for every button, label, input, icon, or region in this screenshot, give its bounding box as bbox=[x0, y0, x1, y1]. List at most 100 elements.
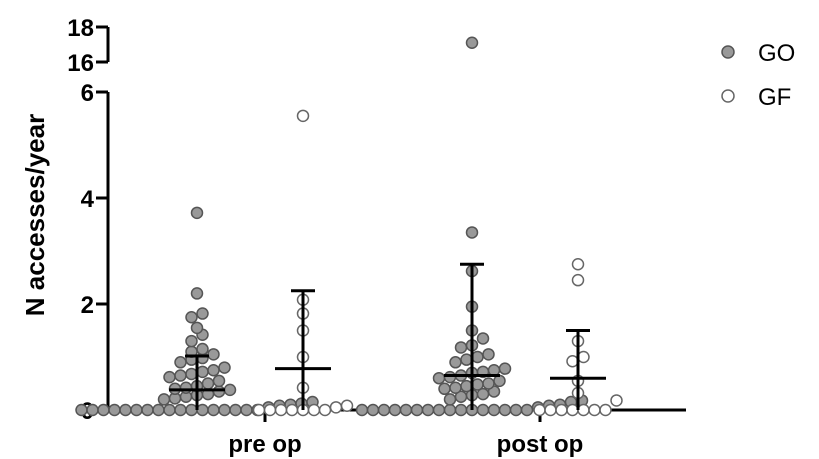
data-point bbox=[185, 367, 198, 381]
data-point bbox=[252, 403, 266, 417]
data-point bbox=[196, 403, 209, 417]
data-point bbox=[610, 394, 623, 407]
data-point bbox=[190, 321, 204, 335]
data-point bbox=[460, 379, 473, 393]
data-point bbox=[75, 403, 88, 417]
y-axis-label: N accesses/year bbox=[20, 114, 50, 316]
data-point bbox=[86, 403, 99, 417]
data-point bbox=[438, 382, 451, 396]
data-point bbox=[465, 226, 479, 239]
data-point bbox=[388, 403, 402, 417]
y-axis-ticks: 02461618 bbox=[67, 15, 108, 425]
mean-and-error-bars bbox=[169, 262, 606, 410]
data-point bbox=[296, 109, 310, 123]
y-tick-label: 4 bbox=[81, 186, 95, 213]
data-point bbox=[179, 381, 193, 394]
data-point bbox=[566, 403, 579, 417]
data-point bbox=[174, 356, 187, 369]
data-point bbox=[174, 403, 187, 417]
data-point bbox=[355, 403, 369, 417]
data-point bbox=[588, 403, 601, 417]
data-point bbox=[454, 341, 468, 354]
y-tick-label: 18 bbox=[67, 15, 94, 42]
data-point bbox=[566, 354, 579, 368]
data-point bbox=[157, 393, 171, 406]
data-point bbox=[471, 378, 484, 391]
x-axis-ticks: pre op post op bbox=[228, 410, 583, 458]
data-point bbox=[207, 348, 220, 361]
data-point bbox=[599, 403, 612, 417]
data-point bbox=[449, 381, 462, 394]
data-point bbox=[97, 403, 110, 417]
data-point bbox=[212, 374, 226, 388]
data-point bbox=[201, 377, 215, 390]
data-point bbox=[163, 403, 176, 417]
data-point bbox=[340, 399, 354, 413]
data-point bbox=[476, 403, 490, 417]
data-point bbox=[141, 403, 154, 417]
data-point bbox=[285, 403, 299, 417]
data-point bbox=[207, 403, 220, 417]
data-point bbox=[577, 350, 590, 364]
data-point bbox=[555, 403, 568, 417]
data-point bbox=[185, 311, 198, 324]
data-point bbox=[443, 393, 457, 406]
data-point bbox=[240, 403, 253, 417]
data-point bbox=[498, 362, 512, 375]
data-point bbox=[218, 361, 231, 374]
data-point bbox=[432, 371, 446, 385]
data-point bbox=[410, 403, 424, 417]
x-tick-label: pre op bbox=[228, 431, 301, 458]
legend: GO GF bbox=[721, 40, 795, 111]
data-point bbox=[196, 342, 209, 356]
data-point bbox=[533, 403, 546, 417]
data-point bbox=[274, 403, 288, 417]
data-point bbox=[432, 403, 446, 417]
data-point bbox=[498, 403, 512, 417]
data-point bbox=[471, 350, 484, 364]
data-point bbox=[263, 403, 277, 417]
data-point bbox=[229, 403, 242, 417]
data-point bbox=[443, 370, 457, 384]
data-point bbox=[196, 307, 209, 320]
data-point bbox=[185, 334, 198, 348]
data-point bbox=[174, 369, 187, 382]
data-point bbox=[119, 403, 132, 417]
data-points bbox=[75, 36, 623, 417]
data-point bbox=[577, 403, 590, 417]
data-point bbox=[482, 348, 495, 361]
data-point bbox=[329, 401, 343, 414]
data-point bbox=[185, 403, 198, 417]
y-tick-label: 6 bbox=[81, 80, 94, 107]
legend-marker bbox=[721, 45, 735, 59]
data-point bbox=[482, 377, 495, 390]
data-point bbox=[377, 403, 391, 417]
data-point bbox=[163, 370, 176, 384]
data-point bbox=[544, 403, 557, 417]
data-point bbox=[465, 36, 479, 49]
data-point bbox=[520, 403, 534, 417]
data-point bbox=[152, 403, 165, 417]
data-point bbox=[399, 403, 413, 417]
data-point bbox=[307, 403, 321, 417]
legend-label: GO bbox=[758, 40, 795, 67]
data-point bbox=[223, 383, 237, 397]
data-point bbox=[509, 403, 523, 417]
data-point bbox=[487, 403, 501, 417]
data-point bbox=[476, 332, 490, 345]
data-point bbox=[207, 364, 220, 377]
data-point bbox=[212, 385, 226, 398]
data-point bbox=[318, 403, 332, 417]
data-point bbox=[196, 365, 209, 379]
y-tick-label: 2 bbox=[81, 292, 94, 319]
data-point bbox=[108, 403, 121, 417]
data-point bbox=[218, 403, 231, 417]
data-point bbox=[449, 356, 462, 369]
data-point bbox=[443, 403, 457, 417]
data-point bbox=[366, 403, 380, 417]
data-point bbox=[130, 403, 143, 417]
data-point bbox=[571, 258, 585, 271]
data-point bbox=[460, 353, 473, 366]
y-tick-label: 16 bbox=[67, 50, 94, 77]
